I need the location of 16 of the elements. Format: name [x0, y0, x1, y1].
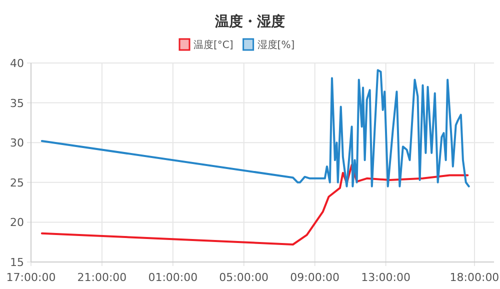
y-tick-label: 40 — [10, 57, 24, 70]
y-tick-label: 15 — [10, 256, 24, 269]
x-tick-label: 21:00:00 — [77, 271, 127, 284]
x-tick-label: 17:00:00 — [6, 271, 56, 284]
y-tick-label: 30 — [10, 136, 24, 150]
y-tick-label: 20 — [10, 216, 24, 230]
x-tick-label: 05:00:00 — [219, 271, 269, 284]
chart-title: 温度・湿度 — [214, 13, 285, 30]
x-tick-label: 13:00:00 — [361, 271, 410, 284]
y-tick-label: 25 — [10, 176, 24, 190]
legend-label: 温度[°C] — [194, 39, 234, 51]
y-tick-label: 35 — [10, 96, 24, 110]
x-tick-label: 01:00:00 — [148, 271, 198, 284]
x-tick-label: 18:00:00 — [450, 271, 500, 284]
legend-label: 湿度[%] — [257, 39, 295, 51]
x-tick-label: 09:00:00 — [290, 271, 340, 284]
